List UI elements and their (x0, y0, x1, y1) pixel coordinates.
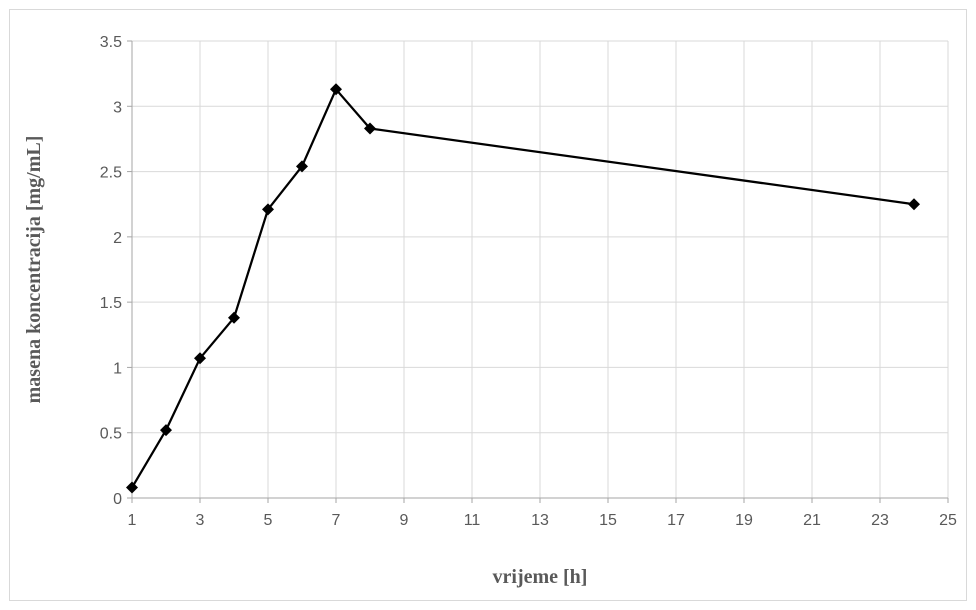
y-tick-label: 1 (113, 360, 122, 377)
y-tick-labels: 0 0.5 1 1.5 2 2.5 3 3.5 (100, 34, 122, 508)
y-tick-label: 0.5 (100, 426, 122, 443)
x-tick-label: 19 (735, 512, 753, 529)
x-tick-label: 15 (599, 512, 617, 529)
data-point (126, 481, 138, 494)
y-tick-label: 0 (113, 491, 122, 508)
data-point (194, 352, 206, 365)
y-tick-label: 2.5 (100, 165, 122, 182)
x-tick-label: 1 (128, 512, 137, 529)
data-point (330, 83, 342, 96)
x-tick-labels: 1 3 5 7 9 11 13 15 17 19 21 23 25 (128, 512, 957, 529)
y-tick-label: 3.5 (100, 34, 122, 51)
data-point (908, 198, 920, 211)
x-tick-label: 11 (464, 512, 481, 529)
grid-lines (132, 40, 949, 498)
y-tick-label: 2 (113, 230, 122, 247)
data-point (364, 122, 376, 135)
y-tick-label: 3 (113, 99, 122, 116)
y-axis-label: masena koncentracija [mg/mL] (23, 136, 45, 404)
series-line (131, 88, 915, 489)
x-tick-label: 9 (400, 512, 409, 529)
x-tick-label: 5 (264, 512, 273, 529)
y-tick-label: 1.5 (100, 295, 122, 312)
x-tick-label: 25 (939, 512, 957, 529)
x-tick-label: 3 (196, 512, 205, 529)
x-tick-label: 7 (332, 512, 341, 529)
x-tick-label: 23 (871, 512, 889, 529)
x-tick-label: 21 (803, 512, 821, 529)
data-point (160, 424, 172, 437)
data-point (296, 160, 308, 173)
chart-frame (9, 9, 967, 601)
x-tick-label: 13 (531, 512, 549, 529)
x-tick-label: 17 (667, 512, 685, 529)
data-point (228, 311, 240, 324)
data-point (262, 203, 274, 216)
x-axis-label: vrijeme [h] (493, 566, 588, 588)
axes (127, 40, 949, 503)
series-0 (126, 83, 920, 494)
